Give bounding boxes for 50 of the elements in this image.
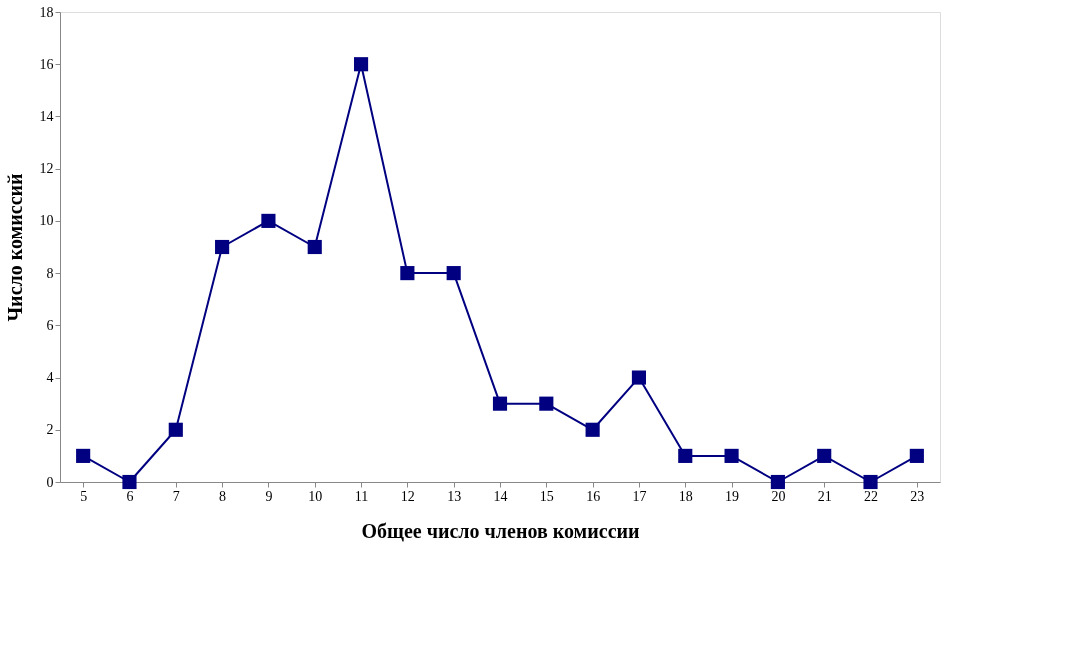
y-tick-label: 16 <box>39 56 54 72</box>
x-tick-label: 7 <box>172 488 180 504</box>
point <box>724 448 739 463</box>
y-tick-label: 10 <box>39 213 54 229</box>
point <box>215 239 230 255</box>
x-tick-label: 19 <box>725 488 740 504</box>
x-tick-label: 14 <box>493 488 508 504</box>
x-tick-label: 11 <box>354 488 369 504</box>
point <box>539 396 554 411</box>
y-tick-label: 4 <box>46 370 54 386</box>
x-tick-label: 17 <box>632 488 647 504</box>
point <box>307 239 322 255</box>
point <box>631 370 647 385</box>
point <box>817 448 832 463</box>
y-tick-label: 18 <box>39 4 54 20</box>
x-tick-label: 6 <box>126 488 134 504</box>
x-tick-label: 9 <box>265 488 273 504</box>
x-tick-label: 21 <box>817 488 832 504</box>
point <box>122 474 137 490</box>
point <box>678 448 693 463</box>
x-tick-label: 20 <box>771 488 786 504</box>
y-tick-label: 8 <box>46 265 54 281</box>
y-tick-label: 12 <box>39 161 54 177</box>
y-axis-title: Число комиссий <box>3 173 26 322</box>
x-tick-label: 10 <box>308 488 323 504</box>
point <box>446 266 461 281</box>
y-tick-label: 14 <box>39 108 54 124</box>
point <box>168 422 183 437</box>
y-tick-label: 0 <box>46 474 54 490</box>
point <box>76 448 91 463</box>
point <box>400 266 415 281</box>
point <box>770 474 785 490</box>
x-tick-label: 18 <box>678 488 693 504</box>
point <box>492 396 508 411</box>
x-axis-title: Общее число членов комиссии <box>361 519 640 542</box>
x-tick-label: 23 <box>910 488 925 504</box>
point <box>909 448 924 463</box>
y-tick-label: 2 <box>46 422 54 438</box>
x-tick-label: 22 <box>864 488 879 504</box>
point <box>863 474 878 490</box>
point <box>353 57 369 72</box>
x-tick-label: 15 <box>539 488 554 504</box>
point <box>585 422 600 437</box>
x-tick-label: 13 <box>447 488 462 504</box>
y-tick-label: 6 <box>46 317 54 333</box>
x-tick-label: 5 <box>80 488 88 504</box>
x-tick-label: 8 <box>219 488 227 504</box>
point <box>261 213 276 228</box>
x-tick-label: 12 <box>400 488 415 504</box>
x-tick-label: 16 <box>586 488 601 504</box>
